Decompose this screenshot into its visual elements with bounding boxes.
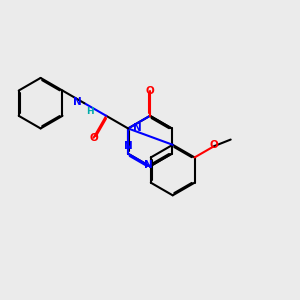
Text: O: O bbox=[146, 85, 154, 96]
Text: N: N bbox=[124, 141, 133, 151]
Text: N: N bbox=[133, 124, 141, 134]
Text: H: H bbox=[86, 107, 94, 116]
Text: O: O bbox=[89, 133, 98, 143]
Text: N: N bbox=[73, 97, 81, 107]
Text: O: O bbox=[210, 140, 219, 150]
Text: N: N bbox=[144, 160, 153, 170]
